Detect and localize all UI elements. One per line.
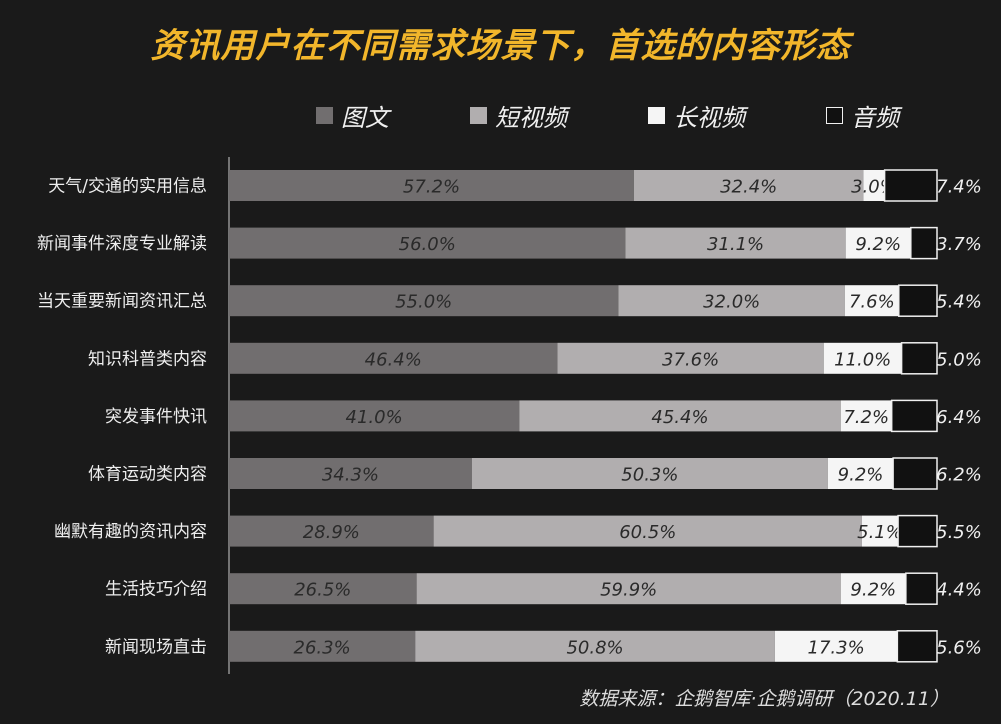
segment-graphic-text xyxy=(229,285,619,317)
segment-graphic-text xyxy=(229,573,417,605)
category-label: 知识科普类内容 xyxy=(88,349,207,369)
data-label: 45.4% xyxy=(651,407,708,428)
data-label: 41.0% xyxy=(346,407,403,428)
data-label: 32.0% xyxy=(703,292,760,313)
segment-audio xyxy=(896,630,938,663)
segment-graphic-text xyxy=(229,630,416,662)
data-label: 5.1% xyxy=(857,522,903,543)
source-note: 数据来源：企鹅智库·企鹅调研（2020.11） xyxy=(579,688,949,710)
segment-long-video xyxy=(844,285,899,317)
segment-short-video xyxy=(415,630,775,662)
segment-audio xyxy=(905,572,938,605)
category-label: 体育运动类内容 xyxy=(88,465,207,485)
segment-short-video xyxy=(557,342,824,374)
segment-audio xyxy=(883,169,938,202)
legend-label: 短视频 xyxy=(495,103,567,132)
segment-long-video xyxy=(827,458,894,489)
segment-graphic-text xyxy=(229,170,634,201)
data-label: 59.9% xyxy=(600,580,657,601)
segment-long-video xyxy=(840,400,892,432)
legend-label: 音频 xyxy=(851,103,899,132)
legend-swatch-graphic-text xyxy=(316,106,333,124)
legend: 图文 短视频 长视频 音频 xyxy=(0,98,1001,132)
legend-swatch-long-video xyxy=(648,106,665,124)
segment-audio xyxy=(897,514,938,548)
segment-graphic-text xyxy=(229,515,434,547)
category-label: 天气/交通的实用信息 xyxy=(48,177,207,197)
segment-graphic-text xyxy=(229,227,626,259)
category-label: 幽默有趣的资讯内容 xyxy=(54,522,207,542)
data-label: 31.1% xyxy=(707,234,764,255)
category-label: 新闻现场直击 xyxy=(105,637,207,657)
segment-short-video xyxy=(471,458,828,489)
category-label: 当天重要新闻资讯汇总 xyxy=(37,292,207,312)
legend-label: 图文 xyxy=(341,103,389,132)
segment-graphic-text xyxy=(229,342,558,374)
legend-swatch-short-video xyxy=(470,106,487,124)
data-label: 5.4% xyxy=(936,292,982,313)
segment-short-video xyxy=(633,170,864,201)
segment-long-video xyxy=(823,342,902,374)
data-label: 50.8% xyxy=(566,637,623,658)
segment-audio xyxy=(892,457,938,490)
data-label: 7.4% xyxy=(936,177,982,198)
data-label: 11.0% xyxy=(834,349,891,370)
data-label: 57.2% xyxy=(403,177,460,198)
segment-short-video xyxy=(625,227,846,259)
data-label: 9.2% xyxy=(855,234,901,255)
data-label: 26.3% xyxy=(294,637,351,658)
data-label: 46.4% xyxy=(365,349,422,370)
data-label: 9.2% xyxy=(850,580,896,601)
segment-audio xyxy=(900,342,938,375)
segment-short-video xyxy=(433,515,862,547)
data-label: 32.4% xyxy=(720,177,777,198)
data-label: 5.5% xyxy=(936,522,982,543)
data-label: 50.3% xyxy=(621,465,678,486)
legend-item-short-video: 短视频 xyxy=(470,98,567,132)
data-label: 7.6% xyxy=(849,292,895,313)
segment-audio xyxy=(898,284,938,317)
segment-short-video xyxy=(519,400,841,432)
data-label: 34.3% xyxy=(322,465,379,486)
segment-short-video xyxy=(416,573,841,605)
data-label: 4.4% xyxy=(936,580,982,601)
category-label: 突发事件快讯 xyxy=(105,407,207,427)
data-label: 6.4% xyxy=(936,407,982,428)
data-label: 37.6% xyxy=(662,349,719,370)
data-label: 7.2% xyxy=(843,407,889,428)
data-label: 56.0% xyxy=(399,234,456,255)
data-label: 5.0% xyxy=(936,349,982,370)
segment-long-video xyxy=(840,573,906,605)
data-label: 9.2% xyxy=(838,465,884,486)
segment-audio xyxy=(890,399,938,433)
legend-item-audio: 音频 xyxy=(826,98,899,132)
segment-graphic-text xyxy=(229,458,472,489)
category-label: 新闻事件深度专业解读 xyxy=(37,234,207,254)
data-label: 5.6% xyxy=(936,637,982,658)
segment-long-video xyxy=(861,515,899,547)
data-label: 17.3% xyxy=(808,637,865,658)
chart-title: 资讯用户在不同需求场景下，首选的内容形态 xyxy=(150,26,851,66)
data-label: 26.5% xyxy=(294,580,351,601)
data-label: 6.2% xyxy=(936,465,982,486)
segment-long-video xyxy=(774,630,898,662)
legend-item-graphic-text: 图文 xyxy=(316,98,389,132)
segment-graphic-text xyxy=(229,400,520,432)
segment-long-video xyxy=(863,170,885,201)
data-label: 28.9% xyxy=(303,522,360,543)
data-label: 60.5% xyxy=(619,522,676,543)
legend-swatch-audio xyxy=(826,106,843,124)
segment-audio xyxy=(910,226,938,260)
legend-item-long-video: 长视频 xyxy=(648,98,745,132)
segment-long-video xyxy=(845,227,911,259)
data-label: 55.0% xyxy=(395,292,452,313)
legend-label: 长视频 xyxy=(673,103,745,132)
data-label: 3.7% xyxy=(936,234,982,255)
segment-short-video xyxy=(618,285,845,317)
category-label: 生活技巧介绍 xyxy=(105,580,207,600)
